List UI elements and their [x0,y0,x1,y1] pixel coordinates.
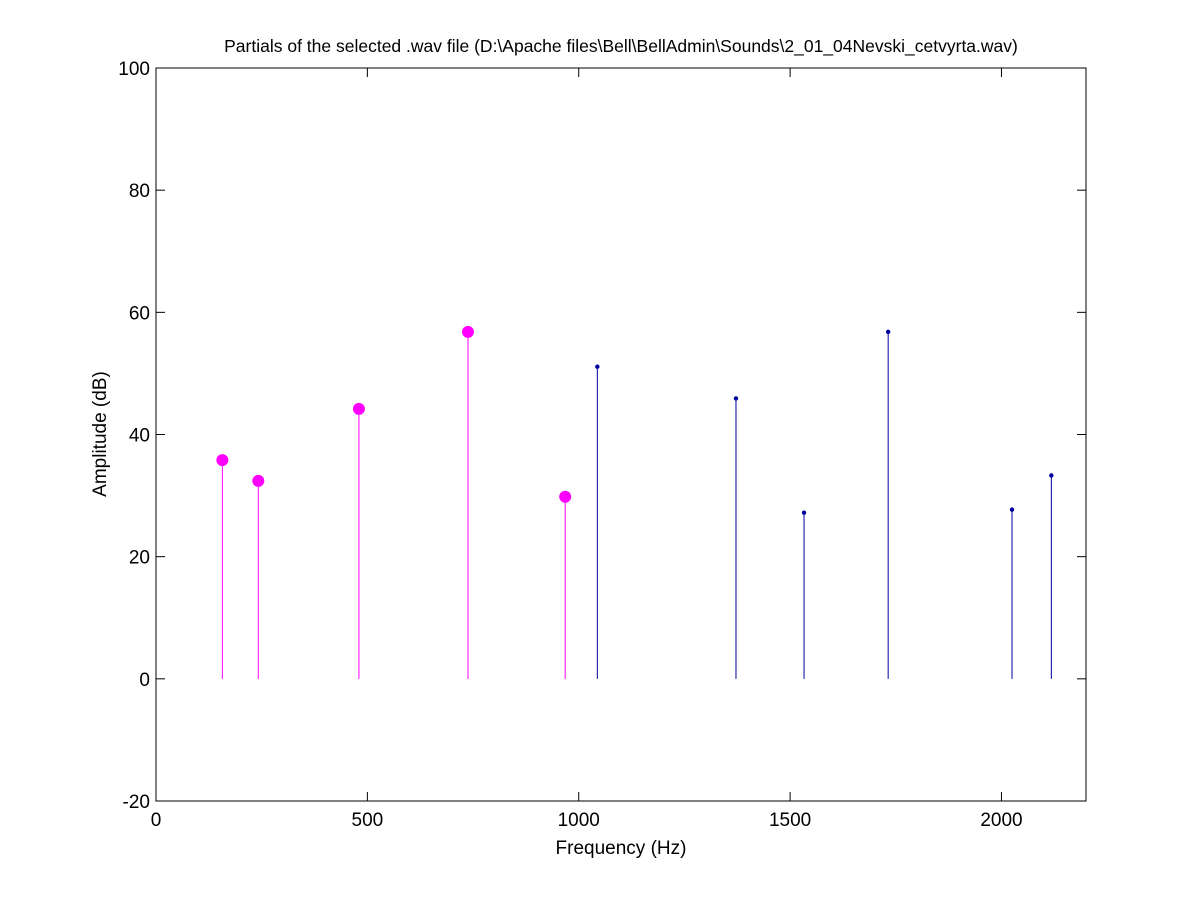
stem-marker [461,325,474,338]
stem-marker [801,510,807,515]
x-tick-label: 0 [151,810,162,831]
y-tick-label: 60 [129,303,150,324]
stem-marker [1009,507,1015,512]
stem-marker [216,454,229,467]
x-tick-label: 1000 [558,810,600,831]
y-axis-label: Amplitude (dB) [90,371,111,497]
x-axis-label: Frequency (Hz) [556,838,687,859]
marks-layer [216,325,1054,679]
x-tick-label: 500 [352,810,384,831]
series-2 [595,329,1054,679]
chart-title: Partials of the selected .wav file (D:\A… [224,36,1018,57]
stem-marker [733,396,739,401]
x-tick-label: 1500 [769,810,811,831]
stem-marker [885,329,891,335]
stem-marker [595,364,600,369]
y-tick-label: 0 [139,670,150,691]
y-tick-label: 40 [129,426,150,447]
y-tick-label: -20 [123,792,150,813]
axes-box [155,67,1087,802]
y-tick-label: 100 [118,59,150,80]
y-tick-label: 80 [129,181,150,202]
series-1 [216,325,572,679]
x-tick-label: 2000 [980,810,1022,831]
stem-marker [559,490,572,503]
stem-marker [1049,473,1054,478]
stem-marker [352,402,365,415]
stem-marker [252,474,265,487]
y-tick-label: 20 [129,548,150,569]
plot-area [156,68,1086,801]
